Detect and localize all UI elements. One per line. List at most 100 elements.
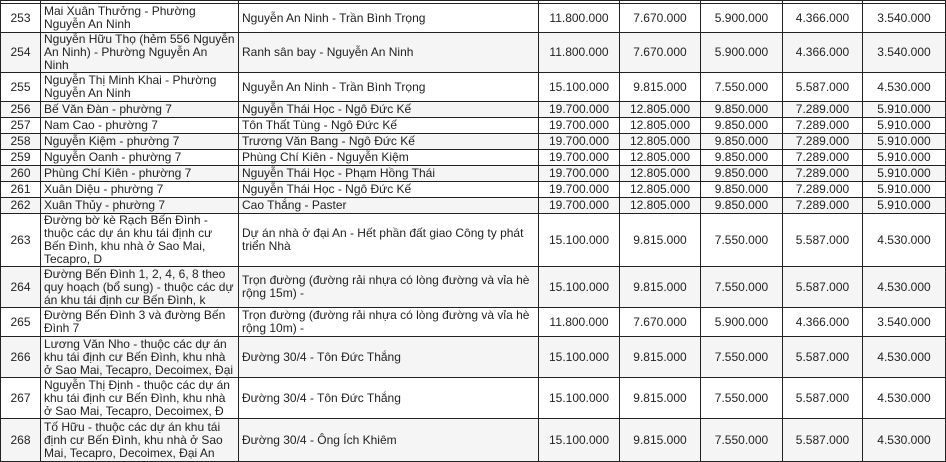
street-segment: Trọn đường (đường rải nhựa có lòng đường… [238,266,539,308]
street-name: Đường bờ kè Rạch Bến Đình - thuộc các dự… [40,213,239,267]
row-number: 265 [0,307,41,337]
row-number: 257 [0,117,41,134]
street-name: Tố Hữu - thuộc các dự án khu tái định cư… [40,418,239,462]
price-value-5: 4.530.000 [862,266,946,308]
price-value-1: 15.100.000 [538,213,620,267]
row-number: 260 [0,165,41,182]
price-value-3: 9.850.000 [700,165,783,182]
street-name: Đường Bến Đình 3 và đường Bến Đình 7 [40,307,239,337]
row-number: 253 [0,3,41,33]
street-name: Đường Bến Đình 1, 2, 4, 6, 8 theo quy ho… [40,266,239,308]
price-value-1: 19.700.000 [538,181,620,198]
street-name: Xuân Thủy - phường 7 [40,197,239,214]
price-value-4: 5.587.000 [782,336,863,378]
table-row: 261 Xuân Diệu - phường 7 Nguyễn Thái Học -… [0,181,946,198]
price-value-2: 12.805.000 [619,149,701,166]
street-name: Nguyễn Hữu Thọ (hẻm 556 Nguyễn An Ninh) … [40,32,239,73]
price-value-1: 11.800.000 [538,3,620,33]
table-row: 253 Mai Xuân Thưởng - Phường Nguyễn An Ni… [0,3,946,33]
price-value-1: 19.700.000 [538,117,620,134]
price-value-2: 12.805.000 [619,133,701,150]
street-name: Xuân Diệu - phường 7 [40,181,239,198]
price-value-4: 7.289.000 [782,133,863,150]
street-segment: Trọn đường (đường rải nhựa có lòng đường… [238,307,539,337]
price-value-4: 5.587.000 [782,377,863,419]
price-value-1: 19.700.000 [538,165,620,182]
table-row: 264 Đường Bến Đình 1, 2, 4, 6, 8 theo quy… [0,266,946,308]
street-name: Nguyễn Kiệm - phường 7 [40,133,239,150]
price-value-3: 9.850.000 [700,101,783,118]
price-value-5: 5.910.000 [862,117,946,134]
price-value-3: 7.550.000 [700,72,783,102]
street-name: Mai Xuân Thưởng - Phường Nguyễn An Ninh [40,3,239,33]
row-number: 256 [0,101,41,118]
street-name: Bế Văn Đàn - phường 7 [40,101,239,118]
street-segment: Nguyễn An Ninh - Trần Bình Trọng [238,72,539,102]
price-value-2: 7.670.000 [619,307,701,337]
price-value-5: 5.910.000 [862,165,946,182]
price-value-1: 11.800.000 [538,307,620,337]
street-segment: Ranh sân bay - Nguyễn An Ninh [238,32,539,73]
street-name: Phùng Chí Kiên - phường 7 [40,165,239,182]
price-value-5: 4.530.000 [862,72,946,102]
table-row: 267 Nguyễn Thị Định - thuộc các dự án khu… [0,377,946,419]
price-value-2: 9.815.000 [619,336,701,378]
price-value-2: 9.815.000 [619,377,701,419]
price-value-5: 4.530.000 [862,213,946,267]
table-row: 254 Nguyễn Hữu Thọ (hẻm 556 Nguyễn An Nin… [0,32,946,73]
price-value-4: 5.587.000 [782,213,863,267]
row-number: 254 [0,32,41,73]
price-value-5: 5.910.000 [862,149,946,166]
price-value-4: 5.587.000 [782,418,863,462]
street-name: Nguyễn Oanh - phường 7 [40,149,239,166]
price-value-3: 7.550.000 [700,377,783,419]
price-value-1: 15.100.000 [538,418,620,462]
table-row: 256 Bế Văn Đàn - phường 7 Nguyễn Thái Học … [0,101,946,118]
price-value-5: 5.910.000 [862,133,946,150]
price-value-3: 9.850.000 [700,149,783,166]
price-value-1: 11.800.000 [538,32,620,73]
price-value-1: 19.700.000 [538,197,620,214]
price-value-5: 4.530.000 [862,377,946,419]
price-value-3: 9.850.000 [700,133,783,150]
price-value-5: 3.540.000 [862,307,946,337]
price-value-2: 12.805.000 [619,197,701,214]
price-value-4: 7.289.000 [782,181,863,198]
street-segment: Phùng Chí Kiên - Nguyễn Kiệm [238,149,539,166]
row-number: 255 [0,72,41,102]
table-row: 266 Lương Văn Nho - thuộc các dự án khu t… [0,336,946,378]
table-row: 258 Nguyễn Kiệm - phường 7 Trương Văn Bang… [0,133,946,150]
price-value-4: 7.289.000 [782,149,863,166]
price-value-4: 7.289.000 [782,165,863,182]
street-segment: Dự án nhà ở đại An - Hết phần đất giao C… [238,213,539,267]
table-row: 263 Đường bờ kè Rạch Bến Đình - thuộc các… [0,213,946,267]
price-value-2: 9.815.000 [619,72,701,102]
street-name: Lương Văn Nho - thuộc các dự án khu tái … [40,336,239,378]
price-value-3: 7.550.000 [700,418,783,462]
price-value-2: 9.815.000 [619,418,701,462]
street-segment: Đường 30/4 - Tôn Đức Thắng [238,336,539,378]
price-value-5: 5.910.000 [862,181,946,198]
price-value-5: 5.910.000 [862,197,946,214]
row-number: 263 [0,213,41,267]
price-value-2: 12.805.000 [619,165,701,182]
price-value-2: 9.815.000 [619,266,701,308]
street-segment: Nguyễn An Ninh - Trần Bình Trọng [238,3,539,33]
street-name: Nguyễn Thị Định - thuộc các dự án khu tá… [40,377,239,419]
table-row: 259 Nguyễn Oanh - phường 7 Phùng Chí Kiên … [0,149,946,166]
price-value-3: 9.850.000 [700,197,783,214]
street-segment: Cao Thắng - Paster [238,197,539,214]
street-name: Nguyễn Thị Minh Khai - Phường Nguyễn An … [40,72,239,102]
price-value-2: 7.670.000 [619,3,701,33]
price-value-3: 5.900.000 [700,3,783,33]
price-value-4: 4.366.000 [782,307,863,337]
price-value-1: 15.100.000 [538,377,620,419]
row-number: 264 [0,266,41,308]
price-value-1: 15.100.000 [538,72,620,102]
price-value-3: 9.850.000 [700,181,783,198]
price-value-4: 7.289.000 [782,101,863,118]
price-value-4: 4.366.000 [782,3,863,33]
row-number: 268 [0,418,41,462]
price-value-2: 12.805.000 [619,117,701,134]
